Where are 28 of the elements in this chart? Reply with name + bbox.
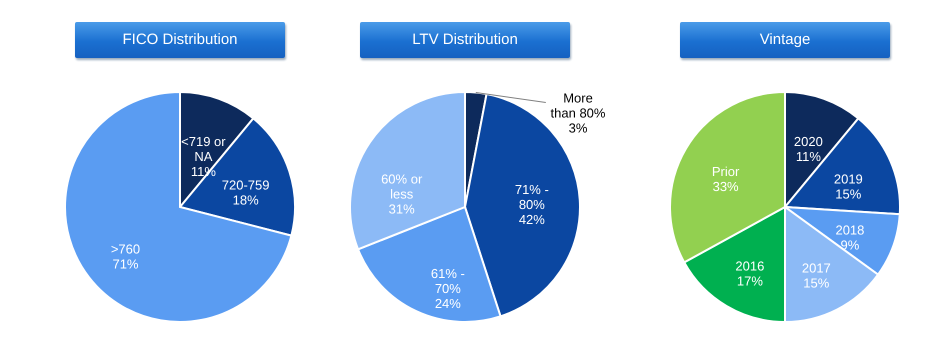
data-label: 71% [112, 256, 139, 272]
slice-label: 2017 [802, 260, 831, 276]
slice-label: 2019 [834, 172, 863, 187]
data-label: 17% [736, 273, 764, 288]
slice-label: 2018 [835, 222, 864, 238]
data-label: 18% [232, 192, 260, 208]
data-label: 24% [434, 296, 462, 311]
slice-label: 2020 [794, 134, 823, 150]
pie-slice [64, 91, 292, 323]
data-label: 15% [803, 275, 830, 290]
slice-label: 720-759 [222, 178, 270, 193]
chart-title: Vintage [680, 22, 890, 58]
slice-label: 71% - 80% [514, 182, 549, 212]
data-label: 15% [835, 186, 862, 202]
chart-title: LTV Distribution [360, 22, 570, 58]
slice-label: 2016 [735, 258, 764, 274]
slice-label: More than 80% [550, 90, 606, 121]
slice-label: 61% - 70% [430, 266, 465, 296]
data-label: 3% [568, 120, 588, 136]
slice-label: <719 or NA [181, 134, 226, 164]
slice-label: >760 [110, 241, 140, 256]
data-label: 11% [796, 149, 822, 164]
data-label: 31% [388, 202, 416, 217]
data-label: 42% [518, 212, 546, 227]
chart-title: FICO Distribution [75, 22, 285, 58]
slice-label: 60% or less [381, 172, 423, 202]
slice-label: Prior [712, 164, 740, 179]
data-label: 33% [712, 178, 740, 194]
